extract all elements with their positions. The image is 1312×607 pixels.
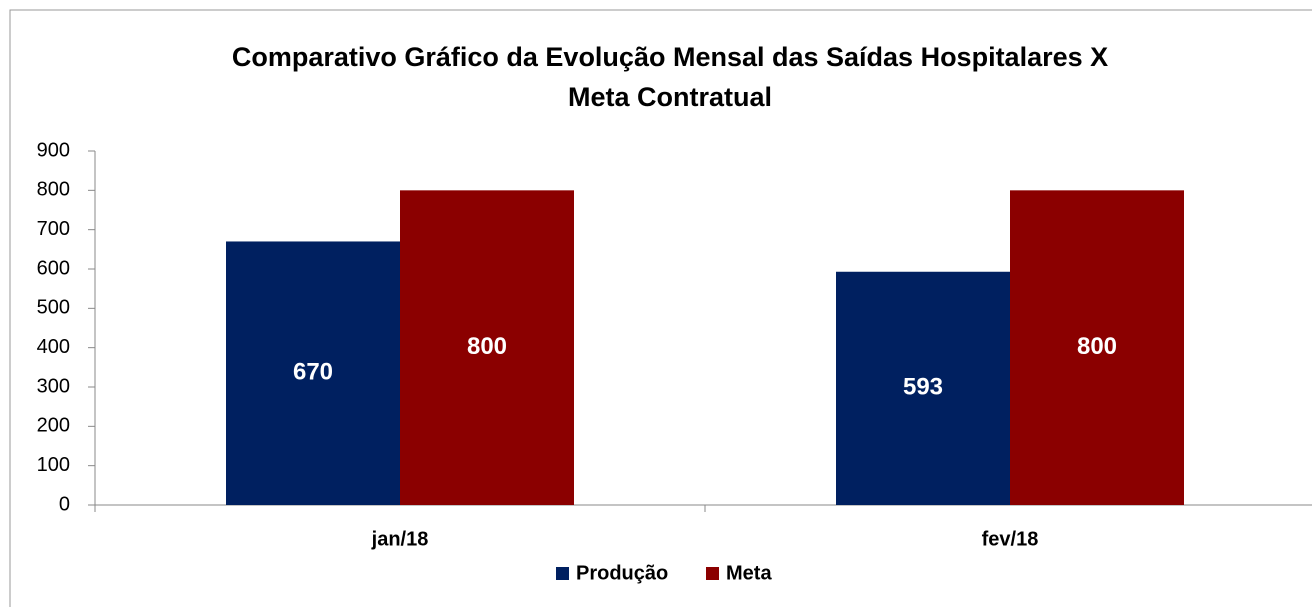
bar: [836, 271, 1010, 505]
bar: [1010, 190, 1184, 506]
x-tick-label: fev/18: [982, 528, 1039, 550]
y-tick-label: 800: [37, 179, 70, 201]
y-tick-label: 600: [37, 257, 70, 279]
legend-label: Meta: [726, 562, 772, 584]
y-tick-label: 300: [37, 375, 70, 397]
y-tick-label: 700: [37, 218, 70, 240]
y-tick-label: 400: [37, 336, 70, 358]
chart-title: Meta Contratual: [568, 82, 772, 112]
y-tick-label: 200: [37, 415, 70, 437]
bar: [226, 241, 400, 505]
x-tick-label: jan/18: [371, 528, 429, 550]
bar: [400, 190, 574, 506]
legend-label: Produção: [576, 562, 668, 584]
legend-swatch: [706, 567, 719, 580]
data-label: 800: [1077, 333, 1117, 360]
y-tick-label: 100: [37, 454, 70, 476]
y-tick-label: 500: [37, 297, 70, 319]
y-tick-label: 900: [37, 139, 70, 161]
data-label: 593: [903, 374, 943, 401]
data-label: 800: [467, 333, 507, 360]
chart-title: Comparativo Gráfico da Evolução Mensal d…: [232, 42, 1108, 72]
data-label: 670: [293, 359, 333, 386]
legend-swatch: [556, 567, 569, 580]
y-tick-label: 0: [59, 493, 70, 515]
